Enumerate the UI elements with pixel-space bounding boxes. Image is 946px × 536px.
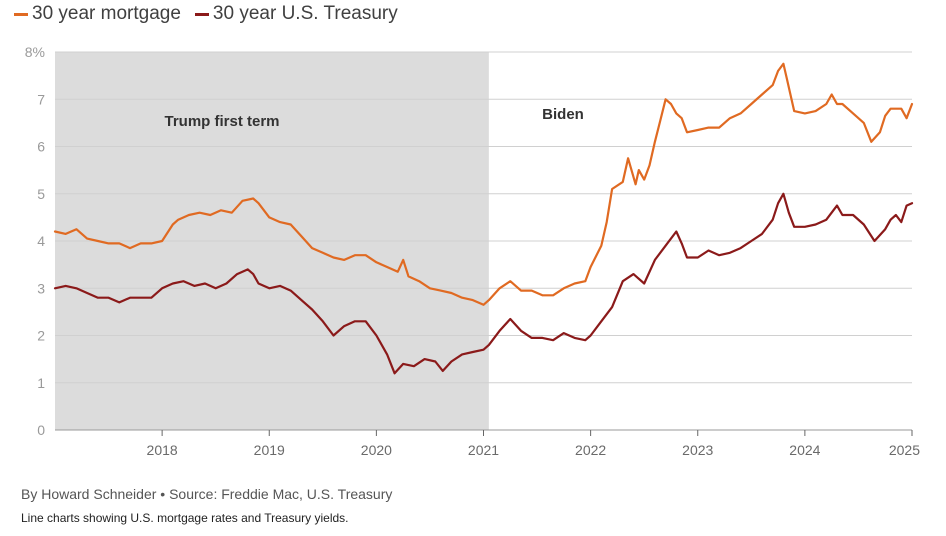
region-label-0: Trump first term — [164, 113, 279, 130]
chart-caption: Line charts showing U.S. mortgage rates … — [21, 511, 349, 525]
y-tick-label: 5 — [37, 186, 45, 202]
byline: By Howard Schneider • Source: Freddie Ma… — [21, 486, 393, 502]
y-tick-label: 8% — [25, 44, 45, 60]
gridlines — [55, 51, 912, 431]
x-tick-label: 2018 — [147, 442, 178, 458]
series-line-mortgage — [53, 62, 914, 306]
region-labels: Trump first term Biden — [164, 106, 583, 130]
y-tick-label: 7 — [37, 91, 45, 107]
x-tick-label: 2021 — [468, 442, 499, 458]
x-axis: 2018 2019 2020 2021 2022 2023 2024 2025 — [147, 430, 920, 458]
y-tick-label: 1 — [37, 375, 45, 391]
x-tick-label: 2020 — [361, 442, 392, 458]
y-tick-label: 3 — [37, 280, 45, 296]
series-lines — [53, 62, 914, 375]
y-tick-label: 6 — [37, 139, 45, 155]
legend-label-treasury: 30 year U.S. Treasury — [212, 3, 398, 24]
chart-legend: 30 year mortgage 30 year U.S. Treasury — [14, 2, 412, 26]
x-tick-label: 2024 — [789, 442, 820, 458]
y-axis-labels: 0 1 2 3 4 5 6 7 8% — [25, 44, 45, 438]
legend-swatch-treasury — [194, 12, 209, 16]
legend-item-treasury: 30 year U.S. Treasury — [194, 3, 398, 25]
x-tick-label: 2019 — [254, 442, 285, 458]
y-tick-label: 4 — [37, 233, 45, 249]
legend-swatch-mortgage — [14, 12, 28, 16]
x-tick-label: 2023 — [682, 442, 713, 458]
x-tick-label: 2025 — [889, 442, 920, 458]
y-tick-label: 0 — [37, 422, 45, 438]
region-label-1: Biden — [542, 106, 584, 123]
legend-label-mortgage: 30 year mortgage — [32, 3, 181, 24]
legend-item-mortgage: 30 year mortgage — [14, 3, 181, 25]
y-tick-label: 2 — [37, 328, 45, 344]
x-tick-label: 2022 — [575, 442, 606, 458]
series-line-treasury — [53, 192, 914, 375]
